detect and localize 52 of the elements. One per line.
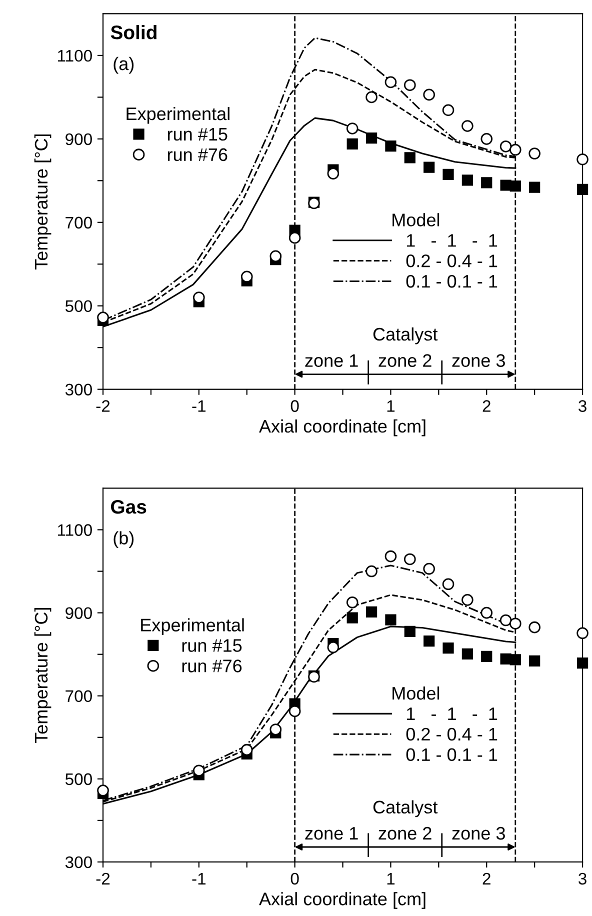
chart-title: Solid xyxy=(110,25,156,40)
legend-label: 0.1 - 0.1 - 1 xyxy=(406,748,498,762)
x-tick-label: 2 xyxy=(482,400,490,412)
annotation: zone 2 xyxy=(378,354,432,367)
y-tick-label: 1100 xyxy=(58,524,92,536)
legend-label: 0.1 - 0.1 - 1 xyxy=(406,274,498,288)
y-tick-label: 700 xyxy=(66,216,92,229)
legend-label: run #76 xyxy=(182,660,242,672)
annotation: zone 2 xyxy=(378,826,432,840)
text: (a) xyxy=(114,56,134,74)
legend-label: run #76 xyxy=(168,148,228,162)
y-tick-label: 500 xyxy=(65,773,92,786)
legend-label: run #15 xyxy=(168,128,228,141)
y-axis-title: Temperature [°C] xyxy=(34,608,52,744)
annotation: Catalyst xyxy=(373,800,438,818)
text: Experimental xyxy=(126,106,230,124)
x-tick-label: -2 xyxy=(96,400,110,412)
legend-label: 0.2 - 0.4 - 1 xyxy=(406,254,498,268)
x-tick-label: 1 xyxy=(387,400,395,412)
x-tick-label: 3 xyxy=(578,400,586,412)
y-axis-title: Temperature [°C] xyxy=(34,134,52,270)
y-tick-label: 700 xyxy=(66,690,92,702)
x-tick-label: 3 xyxy=(578,872,586,885)
x-axis-title: Axial coordinate [cm] xyxy=(259,892,426,909)
x-tick-label: 0 xyxy=(290,400,299,412)
legend-label: run #15 xyxy=(182,639,242,652)
y-tick-label: 500 xyxy=(65,300,92,312)
chart-title: Gas xyxy=(111,500,146,514)
text: Model xyxy=(392,213,440,226)
legend-label: 1 - 1 - 1 xyxy=(407,708,498,720)
y-tick-label: 300 xyxy=(65,384,92,396)
y-tick-label: 1100 xyxy=(58,50,92,62)
annotation: zone 3 xyxy=(452,826,505,840)
text: Experimental xyxy=(141,618,244,636)
text: (b) xyxy=(114,531,134,548)
x-tick-label: 2 xyxy=(482,872,490,884)
x-tick-label: -1 xyxy=(192,872,206,884)
x-tick-label: -2 xyxy=(96,872,110,884)
x-tick-label: -1 xyxy=(192,400,206,412)
y-tick-label: 900 xyxy=(66,607,92,620)
annotation: zone 3 xyxy=(452,354,505,367)
y-tick-label: 900 xyxy=(66,133,92,146)
legend-label: 1 - 1 - 1 xyxy=(407,234,498,247)
x-axis-title: Axial coordinate [cm] xyxy=(259,419,426,436)
annotation: zone 1 xyxy=(305,827,358,840)
y-tick-label: 300 xyxy=(65,856,92,868)
annotation: zone 1 xyxy=(305,354,358,367)
annotation: Catalyst xyxy=(373,327,438,344)
legend-label: 0.2 - 0.4 - 1 xyxy=(406,728,498,741)
x-tick-label: 0 xyxy=(290,872,299,885)
text: Model xyxy=(392,686,440,700)
x-tick-label: 1 xyxy=(387,872,395,884)
